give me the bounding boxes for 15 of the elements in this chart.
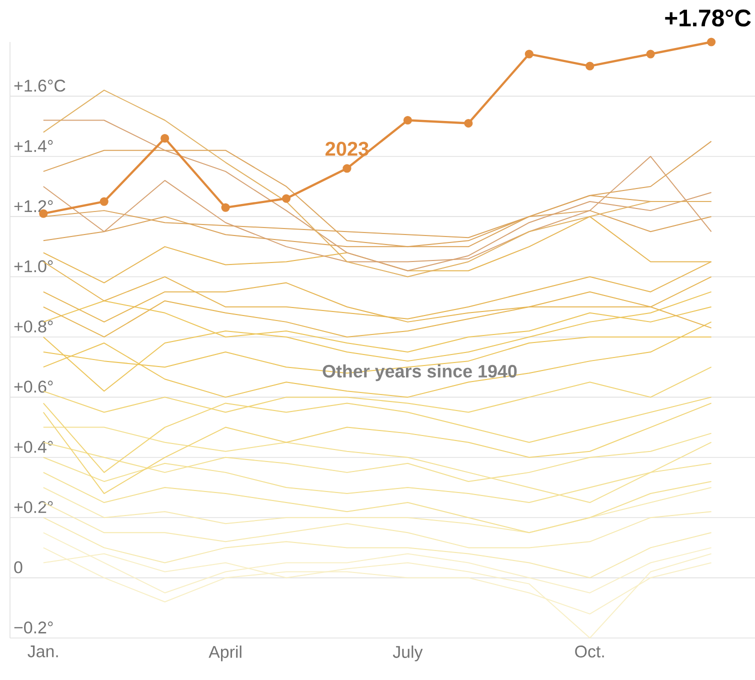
text: +1.78°C [665, 10, 751, 26]
y-tick-label: 0 [14, 561, 22, 574]
y-tick-label: +1.0° [14, 260, 53, 272]
x-tick-label: Jan. [28, 646, 58, 658]
y-tick-label: +1.6°C [14, 80, 66, 92]
x-tick-label: April [208, 646, 242, 662]
y-tick-label: +0.4° [14, 440, 53, 453]
y-tick-label: −0.2° [14, 621, 53, 634]
y-tick-label: +0.2° [14, 501, 53, 514]
y-tick-label: +0.8° [14, 320, 53, 332]
x-tick-label: July [392, 646, 423, 662]
y-tick-label: +0.6° [14, 380, 53, 393]
series-label: 2023 [326, 142, 368, 156]
y-tick-label: +1.4° [14, 140, 53, 152]
x-tick-label: Oct. [575, 646, 604, 658]
